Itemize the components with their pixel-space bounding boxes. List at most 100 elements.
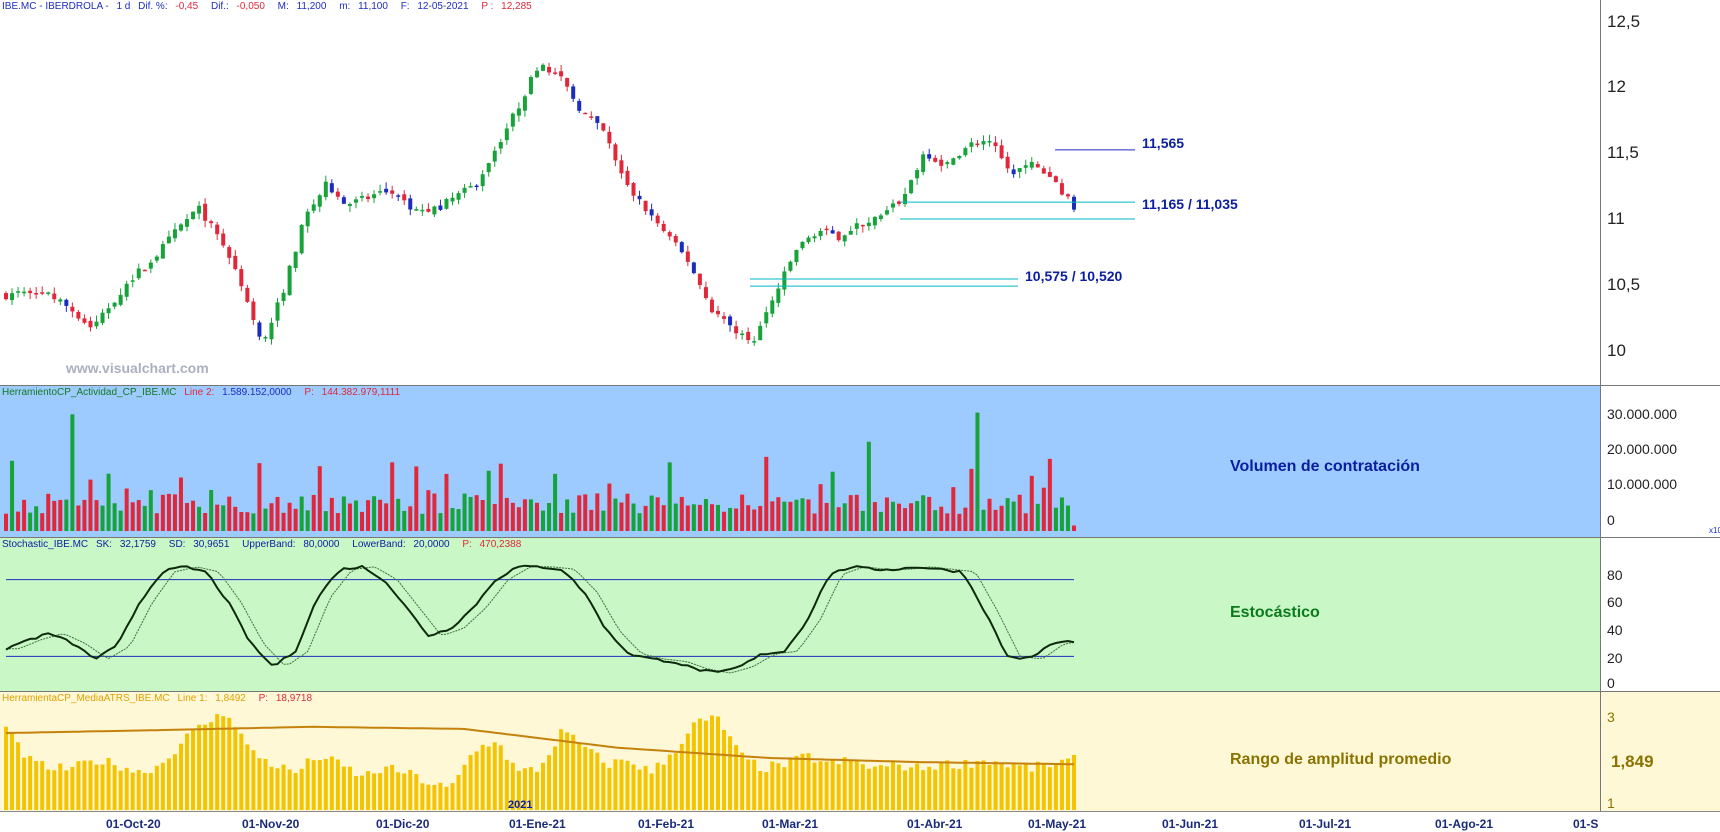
volume-bar <box>848 495 853 531</box>
atr-bar <box>909 767 914 810</box>
price-candle <box>384 188 389 193</box>
atr-bar <box>329 756 334 810</box>
price-candle <box>160 244 165 259</box>
volume-line-label: Line 2: <box>184 387 215 398</box>
atr-pane[interactable]: HerramientaCP_MediaATRS_IBE.MC Line 1: 1… <box>0 691 1720 812</box>
volume-bar <box>957 513 962 531</box>
atr-plot[interactable] <box>0 692 1600 812</box>
price-pane[interactable]: IBE.MC - IBERDROLA - 1 d Dif. %: -0,45 D… <box>0 0 1720 385</box>
atr-bar <box>625 760 630 810</box>
price-candle <box>541 64 546 71</box>
volume-bar <box>951 487 956 531</box>
price-candle <box>522 96 527 111</box>
atr-bar <box>824 761 829 810</box>
volume-bar <box>631 503 636 531</box>
price-candle <box>474 185 479 188</box>
date-tick: 01-Jun-21 <box>1162 817 1219 831</box>
volume-bar <box>299 496 304 531</box>
price-candle <box>317 195 322 207</box>
atr-bar <box>1017 765 1022 810</box>
atr-bar <box>178 743 183 810</box>
price-candle <box>347 204 352 206</box>
price-candle <box>480 174 485 187</box>
volume-bar <box>444 473 449 531</box>
volume-bar <box>673 503 678 531</box>
atr-bar <box>897 764 902 810</box>
volume-bar <box>154 513 159 531</box>
atr-bar <box>474 751 479 810</box>
volume-bar <box>981 509 986 531</box>
volume-bar <box>541 510 546 531</box>
atr-bar <box>601 762 606 810</box>
price-candle <box>106 308 111 314</box>
atr-bar <box>903 770 908 810</box>
volume-bar <box>46 493 51 531</box>
price-candle <box>82 318 87 323</box>
stoch-sk-value: 32,1759 <box>119 539 156 550</box>
volume-bar <box>341 496 346 531</box>
volume-bar <box>462 493 467 531</box>
price-candle <box>975 143 980 146</box>
stoch-y-axis[interactable]: 80 60 40 20 0 <box>1600 538 1720 692</box>
volume-bar <box>975 412 980 531</box>
volume-y-axis[interactable]: 30.000.000 20.000.000 10.000.000 0 x10 <box>1600 386 1720 538</box>
price-candle <box>673 236 678 243</box>
atr-bar <box>752 759 757 810</box>
volume-bar <box>643 505 648 531</box>
volume-bar <box>323 511 328 531</box>
volume-bar <box>625 493 630 531</box>
volume-bar <box>878 511 883 531</box>
atr-bar <box>1035 761 1040 810</box>
volume-bar <box>329 497 334 531</box>
price-candle <box>601 123 606 131</box>
volume-plot[interactable] <box>0 386 1600 538</box>
atr-bar <box>347 766 352 810</box>
price-candle <box>504 128 509 141</box>
price-candle <box>655 215 660 224</box>
atr-bar <box>842 757 847 810</box>
price-candle <box>70 306 75 312</box>
atr-bar <box>643 766 648 810</box>
price-candle <box>227 247 232 258</box>
volume-bar <box>281 512 286 531</box>
atr-bar <box>462 764 467 810</box>
price-plot[interactable] <box>0 0 1600 385</box>
volume-bar <box>82 499 87 531</box>
stochastic-plot[interactable] <box>0 538 1600 692</box>
volume-bar <box>589 509 594 531</box>
atr-bar <box>130 772 135 810</box>
price-candle <box>148 262 153 269</box>
volume-bar <box>70 414 75 531</box>
price-candle <box>559 71 564 77</box>
price-candle <box>287 265 292 296</box>
price-candle <box>963 148 968 156</box>
volume-bar <box>106 473 111 531</box>
atr-bar <box>945 760 950 810</box>
atr-bar <box>631 764 636 810</box>
atr-bar <box>227 717 232 810</box>
volume-bar <box>553 473 558 531</box>
volume-pane[interactable]: HerramientoCP_Actividad_CP_IBE.MC Line 2… <box>0 385 1720 538</box>
price-candle <box>613 144 618 161</box>
atr-bar <box>22 757 27 810</box>
atr-bar <box>94 764 99 810</box>
price-candle <box>293 251 298 268</box>
atr-bar <box>734 745 739 810</box>
price-candle <box>353 199 358 203</box>
price-candle <box>824 228 829 231</box>
volume-bar <box>118 510 123 531</box>
volume-bar <box>740 494 745 531</box>
price-candle <box>1059 183 1064 195</box>
price-candle <box>969 142 974 147</box>
atr-bar <box>414 774 419 810</box>
atr-bar <box>106 758 111 810</box>
volume-bar <box>993 509 998 531</box>
volume-bar <box>945 513 950 531</box>
price-candle <box>993 142 998 147</box>
volume-bar <box>1017 494 1022 531</box>
atr-y-axis[interactable]: 3 1,849 1 <box>1600 692 1720 812</box>
atr-bar <box>341 766 346 810</box>
price-y-axis[interactable]: 12,5 12 11,5 11 10,5 10 <box>1600 0 1720 385</box>
stochastic-pane[interactable]: Stochastic_IBE.MC SK: 32,1759 SD: 30,965… <box>0 537 1720 692</box>
date-axis[interactable]: 01-Oct-20 01-Nov-20 01-Dic-20 01-Ene-21 … <box>0 811 1720 832</box>
